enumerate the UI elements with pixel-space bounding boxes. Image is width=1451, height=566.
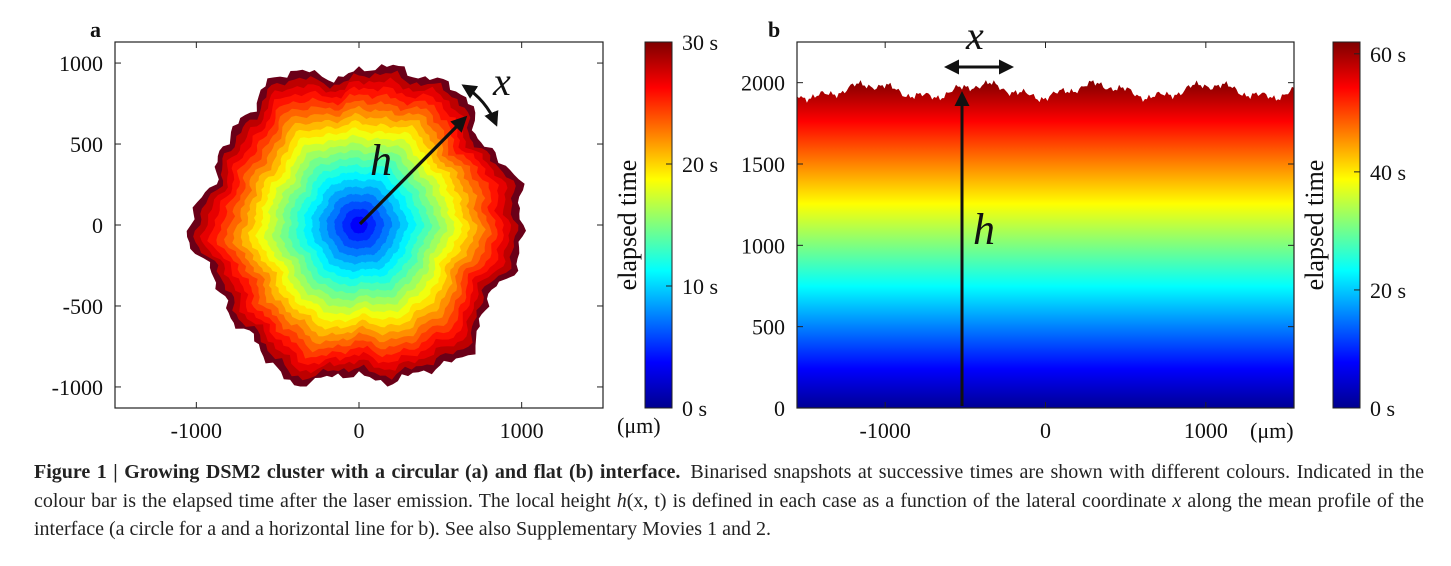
axes-a: -1000 0 1000 1000 500 0 -500 -1000 (52, 42, 603, 443)
cluster-rings-a (186, 64, 526, 387)
y-tick-label: 1000 (59, 51, 103, 76)
unit-label-b: (μm) (1250, 418, 1294, 443)
h-label-b: h (973, 205, 995, 254)
caption-text-2: is defined in each case as a function of… (666, 489, 1173, 512)
colorbar-b (1332, 41, 1361, 409)
caption-text-1: Binarised snapshots at successive times … (34, 461, 1424, 512)
figure-caption: Figure 1 | Growing DSM2 cluster with a c… (34, 458, 1424, 544)
y-tick-label: 500 (752, 315, 785, 340)
colorbar-tick-label: 20 s (1370, 278, 1406, 303)
colorbar-label-b: elapsed time (1300, 160, 1329, 291)
colorbar-tick-label: 20 s (682, 152, 718, 177)
colorbar-a (644, 41, 673, 409)
x-tick-label: 0 (1040, 418, 1051, 443)
x-label-b: x (965, 13, 984, 58)
y-tick-label: -500 (63, 294, 103, 319)
colorbar-tick-label: 30 s (682, 30, 718, 55)
caption-text-3: along the mean profile of the interface … (34, 489, 1424, 541)
panel-a: a -1000 0 1000 1000 500 0 -500 -1000 (μm) h x 0… (52, 17, 718, 443)
y-tick-label: 1500 (741, 152, 785, 177)
caption-args: (x, t) (626, 489, 667, 512)
panel-b-label: b (768, 17, 780, 42)
caption-label: Figure 1 | Growing DSM2 cluster with a c… (34, 461, 681, 483)
colorbar-tick-label: 10 s (682, 274, 718, 299)
colorbar-tick-label: 0 s (1370, 396, 1395, 421)
colorbar-label-a: elapsed time (613, 160, 642, 291)
x-tick-label: -1000 (171, 418, 222, 443)
caption-h: h (616, 489, 627, 512)
axes-b: -1000 0 1000 2000 1500 1000 500 0 (741, 42, 1294, 443)
colorbar-tick-label: 40 s (1370, 160, 1406, 185)
unit-label-a: (μm) (617, 413, 661, 438)
h-label-a: h (370, 136, 392, 185)
h-arrow-a (358, 115, 468, 226)
x-label-a: x (492, 59, 511, 104)
figure-1: a -1000 0 1000 1000 500 0 -500 -1000 (μm) h x 0… (52, 13, 1406, 443)
y-tick-label: 500 (70, 132, 103, 157)
cluster-front-b (797, 80, 1294, 408)
x-tick-label: 0 (354, 418, 365, 443)
y-tick-label: 0 (92, 213, 103, 238)
x-tick-label: 1000 (500, 418, 544, 443)
y-tick-label: 1000 (741, 233, 785, 258)
x-tick-label: 1000 (1184, 418, 1228, 443)
colorbar-tick-label: 0 s (682, 396, 707, 421)
colorbar-ticks-b: 0 s 20 s 40 s 60 s (1354, 42, 1406, 421)
panel-b: b -1000 0 1000 2000 1500 1000 500 0 (μm) h x 0 … (741, 13, 1406, 443)
colorbar-tick-label: 60 s (1370, 42, 1406, 67)
y-tick-label: -1000 (52, 375, 103, 400)
colorbar-ticks-a: 0 s 10 s 20 s 30 s (666, 30, 718, 421)
y-tick-label: 2000 (741, 71, 785, 96)
panel-a-label: a (90, 17, 101, 42)
x-tick-label: -1000 (860, 418, 911, 443)
caption-x: x (1172, 489, 1182, 512)
y-tick-label: 0 (774, 396, 785, 421)
x-arc-arrow-a (461, 84, 499, 127)
